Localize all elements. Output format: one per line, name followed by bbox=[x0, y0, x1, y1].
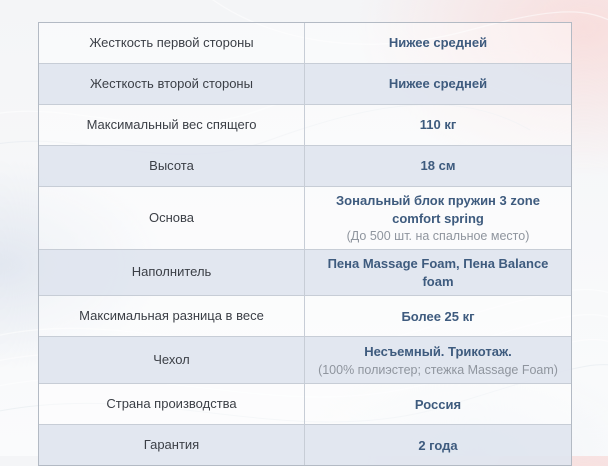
spec-value-cell: Россия bbox=[305, 384, 571, 424]
spec-value-note: (100% полиэстер; стежка Massage Foam) bbox=[318, 362, 558, 377]
spec-value-cell: 110 кг bbox=[305, 105, 571, 145]
table-row: Страна производства Россия bbox=[39, 383, 571, 425]
spec-label: Максимальный вес спящего bbox=[86, 116, 257, 132]
spec-value-cell: Нижее средней bbox=[305, 23, 571, 63]
spec-label: Жесткость первой стороны bbox=[89, 34, 254, 50]
spec-value: Пена Massage Foam, Пена Balance foam bbox=[327, 256, 549, 289]
spec-label: Гарантия bbox=[143, 436, 200, 452]
spec-value-cell: 2 года bbox=[305, 425, 571, 465]
spec-value: Несъемный. Трикотаж. bbox=[364, 344, 512, 360]
spec-label-cell: Гарантия bbox=[39, 425, 305, 466]
table-row: Жесткость второй стороны Нижее средней bbox=[39, 63, 571, 104]
table-row: Максимальная разница в весе Более 25 кг bbox=[39, 295, 571, 337]
spec-value-cell: Несъемный. Трикотаж. (100% полиэстер; ст… bbox=[305, 337, 571, 383]
spec-label-cell: Наполнитель bbox=[39, 250, 305, 296]
table-row: Чехол Несъемный. Трикотаж. (100% полиэст… bbox=[39, 336, 571, 384]
spec-value-cell: Пена Massage Foam, Пена Balance foam bbox=[305, 250, 571, 295]
spec-value: Более 25 кг bbox=[401, 308, 475, 324]
table-row: Гарантия 2 года bbox=[39, 424, 571, 466]
spec-label-cell: Максимальный вес спящего bbox=[39, 105, 305, 145]
spec-label: Основа bbox=[148, 209, 194, 225]
spec-label: Страна производства bbox=[106, 395, 237, 411]
spec-value: Нижее средней bbox=[388, 76, 488, 92]
spec-value: 2 года bbox=[418, 437, 458, 453]
spec-label-cell: Жесткость первой стороны bbox=[39, 23, 305, 63]
spec-label: Чехол bbox=[153, 351, 190, 367]
spec-value-cell: Нижее средней bbox=[305, 64, 571, 104]
spec-value: 110 кг bbox=[419, 117, 457, 133]
spec-value-cell: 18 см bbox=[305, 146, 571, 186]
spec-label: Жесткость второй стороны bbox=[90, 75, 253, 91]
table-row: Основа Зональный блок пружин 3 zone comf… bbox=[39, 186, 571, 250]
table-row: Высота 18 см bbox=[39, 145, 571, 186]
spec-value-cell: Зональный блок пружин 3 zone comfort spr… bbox=[305, 187, 571, 249]
spec-value: 18 см bbox=[420, 158, 456, 174]
table-row: Наполнитель Пена Massage Foam, Пена Bala… bbox=[39, 249, 571, 296]
spec-label-cell: Высота bbox=[39, 146, 305, 186]
spec-label-cell: Чехол bbox=[39, 337, 305, 384]
spec-value-cell: Более 25 кг bbox=[305, 296, 571, 336]
spec-value-note: (До 500 шт. на спальное место) bbox=[346, 229, 530, 244]
table-row: Жесткость первой стороны Нижее средней bbox=[39, 23, 571, 63]
specs-table: Жесткость первой стороны Нижее средней Ж… bbox=[38, 22, 572, 466]
spec-label-cell: Основа bbox=[39, 187, 305, 250]
spec-label-cell: Страна производства bbox=[39, 384, 305, 425]
table-row: Максимальный вес спящего 110 кг bbox=[39, 104, 571, 145]
spec-value: Зональный блок пружин 3 zone comfort spr… bbox=[336, 193, 540, 226]
spec-label: Наполнитель bbox=[131, 264, 212, 280]
spec-value: Россия bbox=[414, 396, 462, 412]
spec-label: Максимальная разница в весе bbox=[79, 307, 264, 323]
spec-label: Высота bbox=[149, 157, 194, 173]
spec-value: Нижее средней bbox=[388, 35, 488, 51]
spec-label-cell: Максимальная разница в весе bbox=[39, 296, 305, 337]
spec-label-cell: Жесткость второй стороны bbox=[39, 64, 305, 104]
